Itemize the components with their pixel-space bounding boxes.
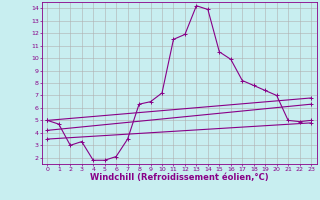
X-axis label: Windchill (Refroidissement éolien,°C): Windchill (Refroidissement éolien,°C) xyxy=(90,173,268,182)
